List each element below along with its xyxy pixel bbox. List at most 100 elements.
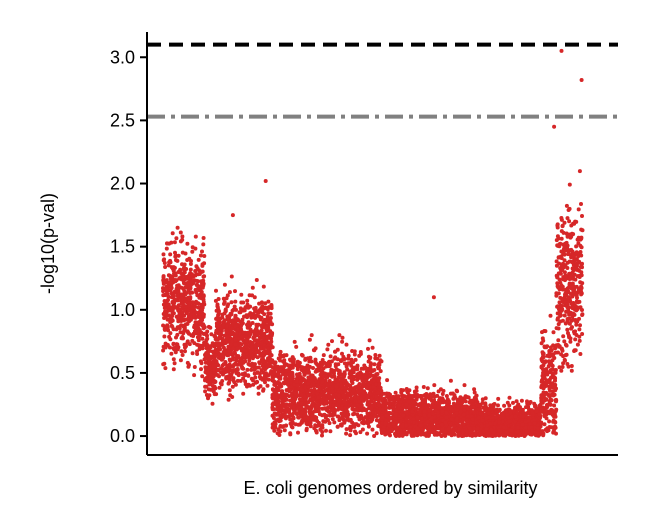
data-point [351,412,356,417]
data-point [203,389,208,394]
data-point [369,418,374,423]
data-point [415,415,420,420]
data-point [315,383,320,387]
data-point [451,428,456,433]
data-point [288,388,292,393]
data-point [296,430,300,435]
data-point [471,405,476,409]
data-point [289,393,294,398]
data-point [283,372,288,377]
data-point [210,401,215,406]
data-point [376,362,381,367]
data-point [200,249,204,254]
data-point [319,371,324,376]
data-point [266,364,271,369]
data-point [393,390,398,395]
data-point [171,357,176,362]
data-point [225,304,230,309]
data-point [274,407,279,412]
data-point [214,392,219,397]
data-point [338,371,342,376]
data-point [340,357,345,362]
data-point [377,382,381,387]
data-point [196,257,201,262]
data-point [396,429,400,434]
data-point [466,406,471,411]
data-point [448,405,453,410]
data-point [199,367,203,372]
data-point [342,361,347,366]
data-point [200,346,205,351]
data-point [393,413,398,418]
data-point [356,389,361,394]
data-point [253,305,258,310]
data-point [359,366,364,371]
data-point [370,427,375,432]
data-point [355,377,360,382]
data-point [198,288,203,293]
data-point [294,394,299,399]
data-point [227,388,232,393]
data-point [294,379,299,384]
data-point [314,430,319,435]
data-point [282,353,287,358]
data-point [340,335,345,340]
data-point [270,345,275,350]
data-point [451,401,456,406]
data-point [173,350,178,355]
data-point [326,342,331,347]
data-point [241,352,246,357]
data-point [341,393,346,398]
data-point [266,377,271,382]
data-point [184,275,189,279]
data-point [360,427,365,432]
data-point [269,339,274,344]
data-point [180,316,184,321]
data-point [161,274,166,279]
data-point [200,281,204,286]
data-point [326,418,330,423]
data-point [212,367,217,372]
data-point [232,350,237,355]
data-point [519,398,524,403]
data-point [266,346,270,351]
data-point [320,380,325,385]
data-point [180,237,185,242]
data-point [288,432,293,437]
data-point [262,317,267,322]
data-point [181,331,186,336]
data-point [275,380,280,385]
data-point [182,262,187,267]
data-point [253,375,258,380]
data-point [236,354,241,359]
data-point [383,432,388,437]
data-point [278,376,283,381]
data-point [229,300,234,305]
data-point [224,375,229,380]
data-point [209,332,214,337]
data-point [240,365,245,370]
data-point [299,397,304,402]
data-point [205,336,210,341]
data-point [306,381,311,386]
data-point [272,370,277,375]
data-point [422,398,427,403]
data-point [380,415,385,420]
data-point [200,269,205,274]
data-point [234,371,239,376]
data-point [303,356,308,361]
data-point [201,312,206,317]
data-point [269,306,274,311]
data-point [261,366,266,371]
data-point [196,335,201,340]
data-point [252,295,257,300]
data-point [342,378,347,383]
data-point [259,359,264,364]
data-point [174,236,179,241]
data-point [320,423,325,428]
data-point [366,418,370,423]
data-point [176,303,181,308]
data-point [193,246,198,251]
data-point [404,395,409,400]
data-point [242,307,247,312]
